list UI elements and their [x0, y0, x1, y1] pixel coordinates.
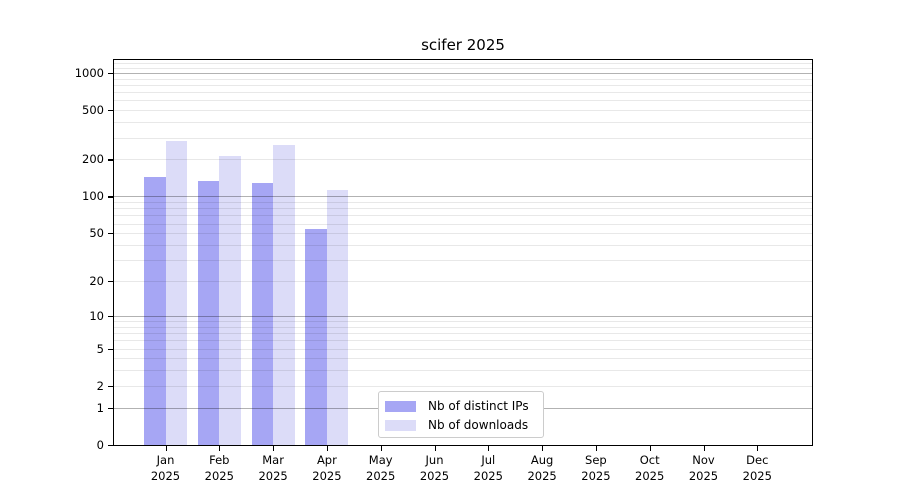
y-tick: [108, 407, 113, 409]
x-tick: [273, 446, 275, 451]
y-tick: [108, 348, 113, 350]
x-tick-label: Jan 2025: [150, 453, 181, 483]
y-tick-label: 10: [89, 308, 104, 323]
x-tick: [595, 446, 598, 451]
y-tick-label: 50: [89, 226, 104, 241]
y-tick-label: 2: [96, 378, 104, 393]
x-tick-label: Dec 2025: [742, 453, 772, 483]
gridline-minor: [114, 67, 812, 69]
x-tick-label: Sep 2025: [581, 453, 611, 483]
x-tick-label: May 2025: [366, 453, 396, 483]
x-tick: [165, 446, 167, 451]
x-tick-label: Oct 2025: [635, 453, 665, 483]
y-tick: [108, 159, 113, 161]
y-tick: [108, 72, 113, 75]
y-tick: [108, 385, 113, 388]
y-tick: [108, 315, 113, 318]
y-tick: [108, 110, 113, 112]
y-tick: [108, 196, 113, 198]
x-tick-label: Jul 2025: [473, 453, 503, 483]
x-tick: [219, 446, 221, 451]
y-tick: [108, 281, 113, 283]
legend-swatch-downloads: [385, 420, 416, 431]
y-tick-label: 0: [96, 438, 104, 452]
y-tick: [108, 233, 113, 235]
x-tick-label: Mar 2025: [258, 453, 288, 483]
y-tick-label: 1000: [74, 65, 104, 80]
legend-label-distinct-ips: Nb of distinct IPs: [428, 399, 529, 413]
x-tick-label: Nov 2025: [688, 453, 719, 483]
x-tick: [326, 446, 329, 451]
plot-area: [113, 59, 813, 446]
gridline-minor: [114, 122, 812, 124]
gridline-minor: [114, 84, 812, 86]
y-tick-label: 20: [89, 274, 104, 289]
gridline-minor: [114, 92, 812, 94]
x-tick: [488, 446, 490, 451]
bar-downloads: [273, 144, 295, 445]
y-tick-label: 1: [96, 400, 104, 415]
gridline-minor: [114, 110, 812, 112]
x-tick: [380, 446, 382, 451]
gridline-minor: [114, 137, 812, 139]
bar-distinct-ips: [305, 229, 327, 445]
y-tick: [108, 445, 113, 447]
x-tick: [649, 446, 651, 451]
legend: Nb of distinct IPs Nb of downloads: [378, 391, 544, 438]
legend-item-downloads: Nb of downloads: [379, 416, 543, 435]
x-tick-label: Aug 2025: [527, 453, 557, 483]
y-tick-label: 500: [82, 103, 104, 118]
bar-downloads: [326, 189, 349, 445]
y-tick-label: 200: [82, 152, 104, 167]
x-tick: [542, 446, 544, 451]
x-tick: [434, 446, 436, 451]
bar-distinct-ips: [251, 182, 274, 445]
x-tick-label: Feb 2025: [204, 453, 234, 483]
bar-downloads: [219, 155, 241, 445]
gridline-minor: [114, 63, 812, 65]
y-tick-label: 5: [96, 341, 104, 356]
y-tick-label: 100: [82, 189, 104, 204]
legend-label-downloads: Nb of downloads: [428, 418, 529, 432]
chart-title: scifer 2025: [421, 36, 505, 54]
legend-item-distinct-ips: Nb of distinct IPs: [379, 397, 543, 416]
bar-distinct-ips: [197, 180, 220, 445]
legend-swatch-distinct-ips: [385, 401, 416, 412]
x-tick: [703, 446, 705, 451]
gridline-major: [114, 72, 812, 74]
gridline-minor: [114, 78, 812, 80]
gridline-minor: [114, 100, 812, 102]
bar-downloads: [165, 140, 187, 445]
bar-distinct-ips: [144, 176, 166, 445]
x-tick-label: Apr 2025: [312, 453, 342, 483]
x-tick: [757, 446, 759, 451]
x-tick-label: Jun 2025: [419, 453, 450, 483]
